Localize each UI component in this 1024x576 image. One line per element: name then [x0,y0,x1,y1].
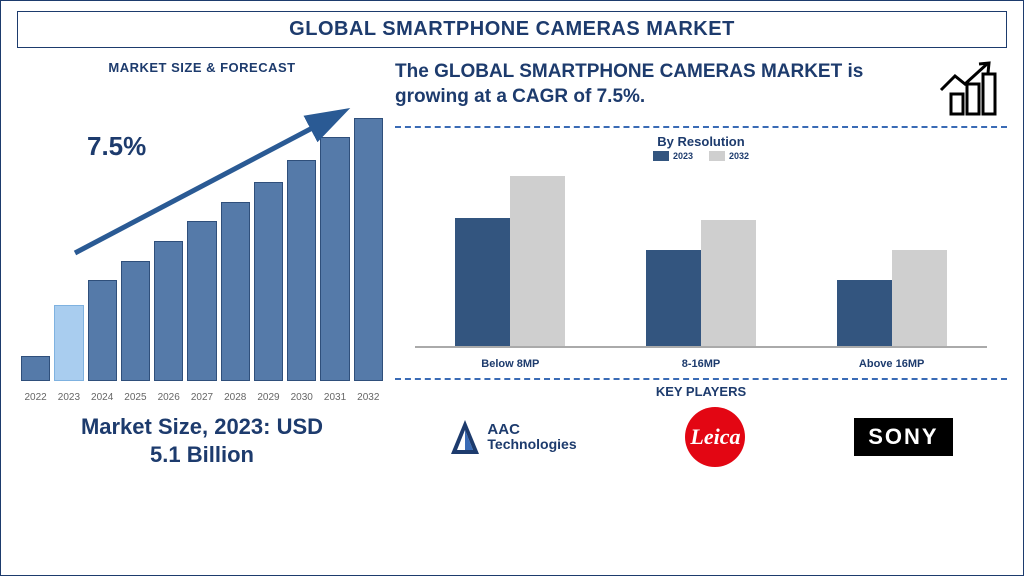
forecast-year-label: 2022 [21,392,50,403]
aac-triangle-icon [449,418,481,456]
legend-swatch-icon [653,151,669,161]
sony-text: SONY [868,424,938,449]
forecast-year-label: 2032 [354,392,383,403]
forecast-year-label: 2030 [287,392,316,403]
headline-text: The GLOBAL SMARTPHONE CAMERAS MARKET is … [395,60,925,109]
resolution-bar-2032 [892,250,947,346]
forecast-chart: 7.5% 20222023202420252026202720282029203… [17,83,387,403]
resolution-category-labels: Below 8MP 8-16MP Above 16MP [415,358,987,370]
forecast-year-label: 2028 [221,392,250,403]
resolution-bar-2023 [455,218,510,346]
divider-bottom [395,378,1007,380]
headline-row: The GLOBAL SMARTPHONE CAMERAS MARKET is … [395,60,1007,118]
market-size-text: Market Size, 2023: USD 5.1 Billion [17,413,387,468]
forecast-year-label: 2026 [154,392,183,403]
leica-logo: Leica [685,407,745,467]
forecast-year-label: 2024 [88,392,117,403]
resolution-bar-2023 [646,250,701,346]
forecast-year-label: 2025 [121,392,150,403]
market-size-line2: 5.1 Billion [150,442,254,467]
page-title: GLOBAL SMARTPHONE CAMERAS MARKET [289,18,735,40]
key-players-logos: AACTechnologies Leica SONY [395,407,1007,467]
resolution-category-label: Above 16MP [822,358,962,370]
aac-text: AACTechnologies [487,422,576,452]
aac-name2: Technologies [487,436,576,452]
resolution-bar-group [822,250,962,346]
legend-item-2032: 2032 [709,151,749,161]
legend-swatch-icon [709,151,725,161]
key-players-label: KEY PLAYERS [395,384,1007,399]
resolution-plot [415,173,987,348]
resolution-bar-2032 [701,220,756,346]
forecast-section-label: MARKET SIZE & FORECAST [17,60,387,75]
forecast-bar [21,356,50,381]
aac-logo: AACTechnologies [449,418,576,456]
content-area: MARKET SIZE & FORECAST 7.5% 202220232024… [1,54,1023,554]
headline-prefix: The [395,61,434,82]
growth-arrow-icon [57,103,357,273]
forecast-bar [54,305,83,381]
forecast-year-label: 2031 [320,392,349,403]
resolution-category-label: Below 8MP [440,358,580,370]
resolution-chart-title: By Resolution [395,130,1007,149]
divider-top [395,126,1007,128]
forecast-bar [354,118,383,381]
resolution-bar-2032 [510,176,565,346]
forecast-year-label: 2029 [254,392,283,403]
headline-bold: GLOBAL SMARTPHONE CAMERAS MARKET [434,61,842,82]
resolution-category-label: 8-16MP [631,358,771,370]
title-box: GLOBAL SMARTPHONE CAMERAS MARKET [17,11,1007,48]
left-panel: MARKET SIZE & FORECAST 7.5% 202220232024… [17,54,387,554]
growth-chart-icon [937,60,1007,118]
forecast-bar [88,280,117,381]
resolution-bar-group [440,176,580,346]
forecast-year-label: 2027 [187,392,216,403]
resolution-chart: By Resolution 2023 2032 Below 8MP 8-16MP A… [395,130,1007,370]
leica-text: Leica [690,424,740,450]
resolution-legend: 2023 2032 [395,151,1007,161]
resolution-bar-group [631,220,771,346]
resolution-bar-2023 [837,280,892,347]
forecast-bar [121,261,150,381]
sony-logo: SONY [854,418,952,456]
right-panel: The GLOBAL SMARTPHONE CAMERAS MARKET is … [387,54,1007,554]
legend-label-2032: 2032 [729,151,749,161]
market-size-line1: Market Size, 2023: USD [81,414,323,439]
legend-label-2023: 2023 [673,151,693,161]
legend-item-2023: 2023 [653,151,693,161]
forecast-year-labels: 2022 2023 2024 2025 2026 2027 2028 2029 2030 2031… [17,392,387,403]
forecast-year-label: 2023 [54,392,83,403]
